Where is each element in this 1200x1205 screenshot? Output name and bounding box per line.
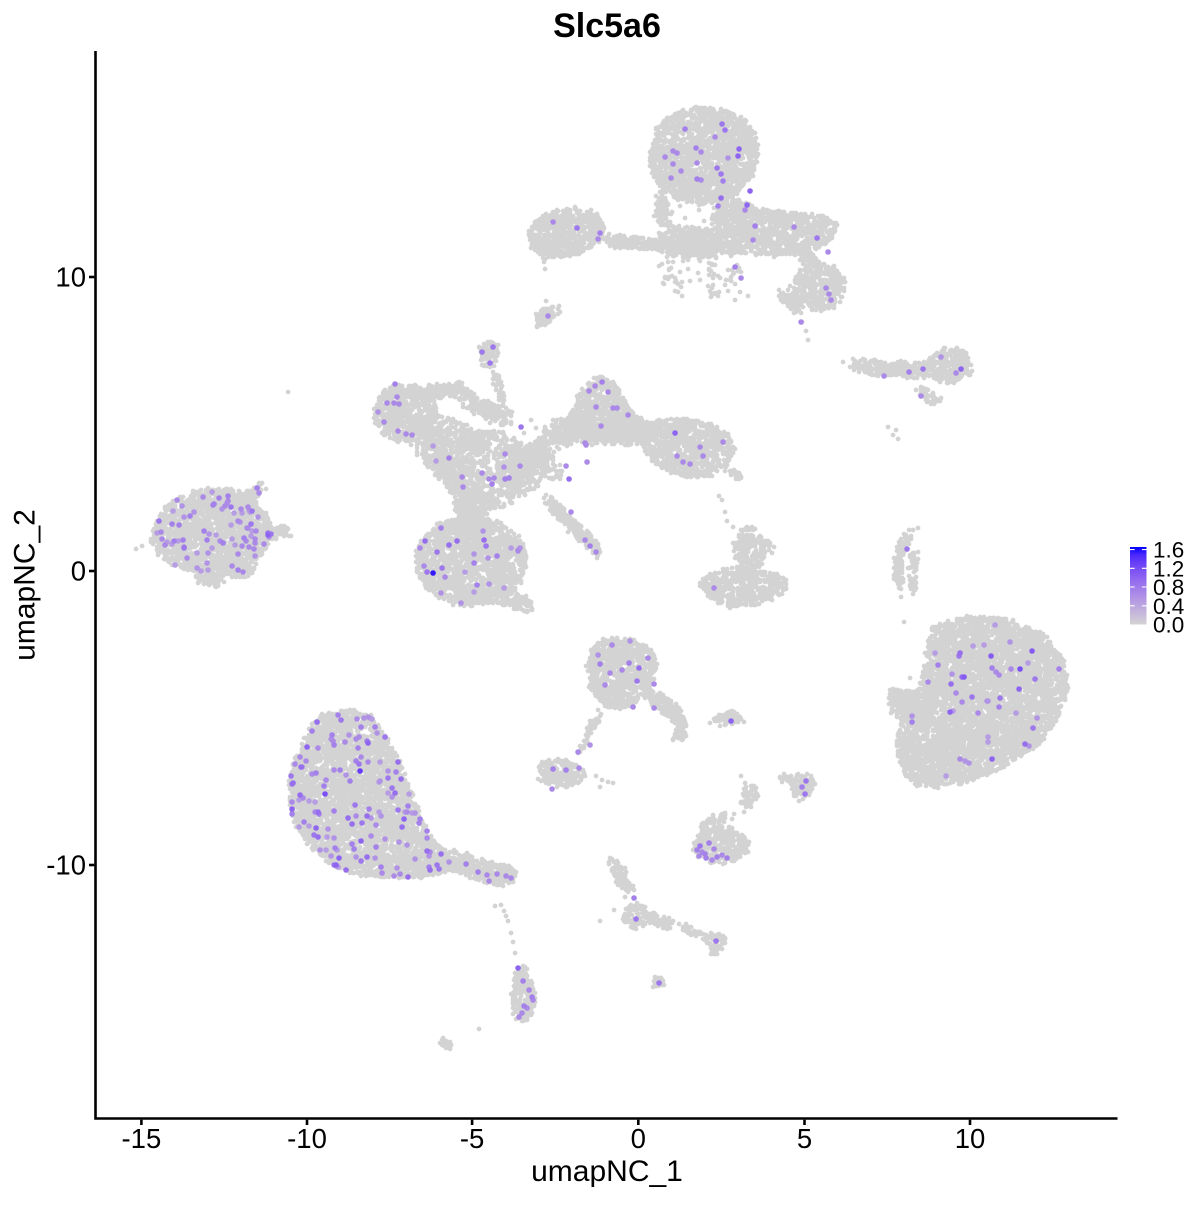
svg-text:umapNC_1: umapNC_1 (531, 1155, 683, 1188)
svg-text:0: 0 (71, 556, 86, 587)
svg-text:10: 10 (55, 262, 86, 293)
svg-text:-15: -15 (122, 1123, 162, 1154)
svg-text:-5: -5 (460, 1123, 484, 1154)
svg-text:umapNC_2: umapNC_2 (9, 509, 42, 661)
svg-text:1.2: 1.2 (1153, 556, 1184, 581)
svg-text:-10: -10 (287, 1123, 327, 1154)
svg-text:5: 5 (797, 1123, 812, 1154)
svg-text:-10: -10 (46, 850, 86, 881)
svg-text:0.0: 0.0 (1153, 613, 1184, 638)
svg-text:1.6: 1.6 (1153, 538, 1184, 563)
svg-text:0.4: 0.4 (1153, 594, 1184, 619)
svg-text:Slc5a6: Slc5a6 (553, 7, 661, 45)
svg-text:10: 10 (955, 1123, 986, 1154)
svg-text:0.8: 0.8 (1153, 575, 1184, 600)
svg-text:0: 0 (631, 1123, 646, 1154)
